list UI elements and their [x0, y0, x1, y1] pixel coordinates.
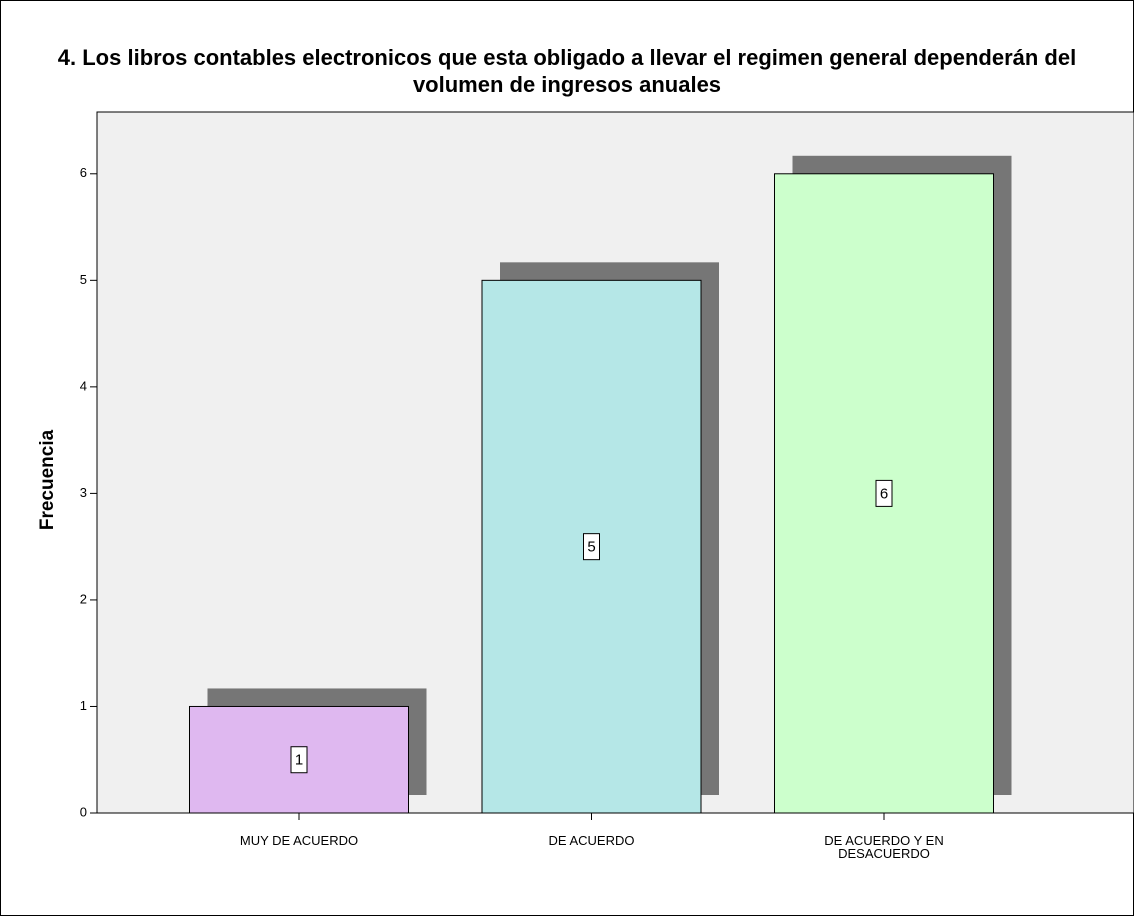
- value-label-box: [875, 479, 893, 507]
- y-tick-label: 5: [80, 272, 87, 287]
- value-label: 5: [587, 539, 595, 556]
- x-tick-label: DE ACUERDO: [548, 833, 635, 848]
- chart-title: 4. Los libros contables electronicos que…: [57, 45, 1077, 97]
- y-tick-label: 2: [80, 591, 87, 606]
- value-label: 6: [880, 485, 888, 502]
- y-tick-label: 3: [80, 485, 87, 500]
- y-axis-label: Frecuencia: [37, 429, 58, 530]
- y-tick-label: 4: [80, 378, 87, 393]
- value-label: 1: [295, 752, 303, 769]
- y-tick-label: 0: [80, 804, 87, 819]
- x-tick-label: MUY DE ACUERDO: [239, 833, 359, 848]
- y-tick-label: 6: [80, 165, 87, 180]
- x-tick-label: DE ACUERDO Y EN DESACUERDO: [824, 833, 944, 861]
- value-label-box: [583, 533, 600, 561]
- value-label-box: [290, 746, 308, 774]
- y-tick-label: 1: [80, 698, 87, 713]
